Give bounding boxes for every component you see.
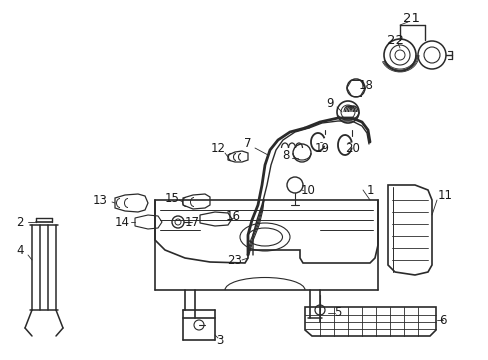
- Text: 8: 8: [282, 149, 289, 162]
- Text: 18: 18: [358, 78, 373, 91]
- Text: 21: 21: [403, 12, 420, 24]
- Text: 16: 16: [225, 210, 240, 222]
- Text: 17: 17: [184, 216, 199, 229]
- Text: 3: 3: [216, 333, 223, 346]
- Text: 14: 14: [114, 216, 129, 229]
- Text: 2: 2: [16, 216, 24, 229]
- Text: 10: 10: [300, 184, 315, 197]
- Text: 9: 9: [325, 96, 333, 109]
- Text: 13: 13: [92, 194, 107, 207]
- Text: 19: 19: [314, 141, 329, 154]
- Text: 15: 15: [164, 192, 179, 204]
- Text: 22: 22: [386, 33, 403, 46]
- Text: 12: 12: [210, 141, 225, 154]
- Text: 1: 1: [366, 184, 373, 197]
- Text: 4: 4: [16, 243, 24, 256]
- Text: 20: 20: [345, 141, 360, 154]
- Text: 23: 23: [227, 253, 242, 266]
- Text: 11: 11: [437, 189, 451, 202]
- Text: 6: 6: [438, 314, 446, 327]
- Text: 7: 7: [244, 136, 251, 149]
- Text: 5: 5: [334, 306, 341, 320]
